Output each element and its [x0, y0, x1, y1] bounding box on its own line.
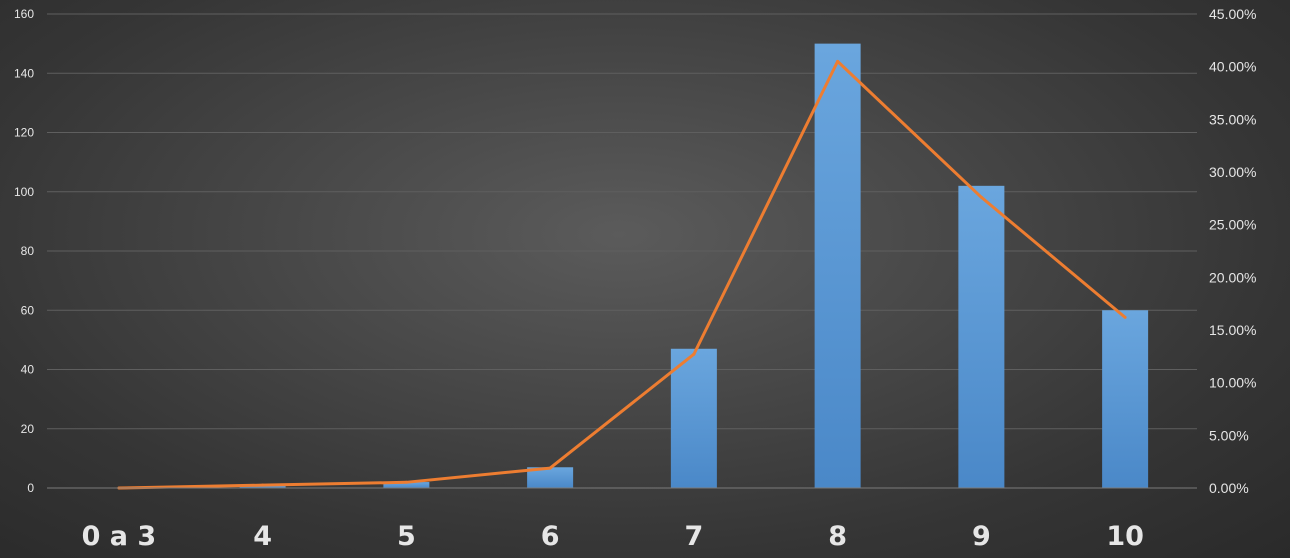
bar [958, 185, 1005, 488]
gridlines [47, 13, 1197, 489]
x-axis: 0 a 3 4 5 6 7 8 9 10 [47, 487, 1197, 552]
bar-series [239, 43, 1149, 488]
bar [527, 467, 574, 488]
category-label: 7 [684, 521, 703, 552]
right-tick-label: 5.00% [1209, 427, 1249, 443]
left-tick-label: 40 [21, 363, 35, 377]
right-tick-label: 35.00% [1209, 111, 1256, 127]
left-tick-label: 140 [14, 66, 34, 80]
right-y-axis: 0.00% 5.00% 10.00% 15.00% 20.00% 25.00% 30.00%… [1209, 6, 1256, 496]
line-point [261, 483, 265, 487]
line-point [836, 59, 840, 63]
left-tick-label: 20 [21, 422, 35, 436]
bar [814, 43, 861, 488]
left-tick-label: 60 [21, 303, 35, 317]
category-label: 9 [972, 521, 991, 552]
category-label: 8 [828, 521, 847, 552]
left-tick-label: 100 [14, 185, 34, 199]
category-label: 4 [253, 521, 272, 552]
left-tick-label: 0 [27, 481, 34, 495]
right-tick-label: 40.00% [1209, 59, 1256, 75]
bar [383, 482, 430, 488]
category-label: 10 [1106, 521, 1144, 552]
category-label: 5 [397, 521, 416, 552]
left-tick-label: 160 [14, 7, 34, 21]
line-point [1123, 315, 1127, 319]
bar [1102, 310, 1149, 488]
left-y-axis: 0 20 40 60 80 100 120 140 160 [14, 7, 34, 495]
line-point [404, 480, 408, 484]
line-point [548, 466, 552, 470]
left-tick-label: 120 [14, 126, 34, 140]
bar [670, 348, 717, 488]
line-point [692, 352, 696, 356]
right-tick-label: 25.00% [1209, 217, 1256, 233]
right-tick-label: 45.00% [1209, 6, 1256, 22]
right-tick-label: 15.00% [1209, 322, 1256, 338]
category-label: 0 a 3 [82, 521, 157, 552]
right-tick-label: 20.00% [1209, 269, 1256, 285]
left-tick-label: 80 [21, 244, 35, 258]
line-point [979, 195, 983, 199]
line-path [118, 59, 1127, 490]
right-tick-label: 30.00% [1209, 164, 1256, 180]
category-label: 6 [541, 521, 560, 552]
right-tick-label: 0.00% [1209, 480, 1249, 496]
right-tick-label: 10.00% [1209, 375, 1256, 391]
